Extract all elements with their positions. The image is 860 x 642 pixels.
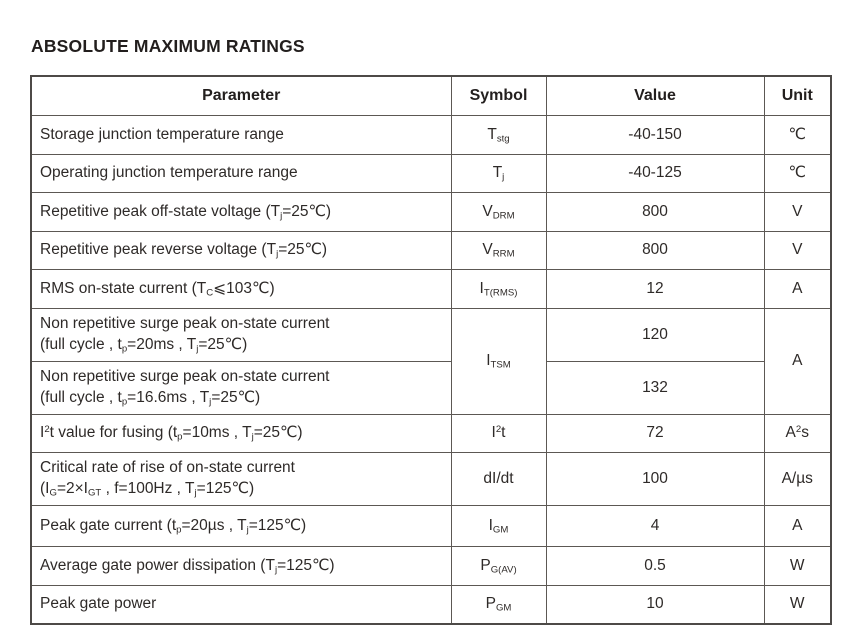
ratings-table: Parameter Symbol Value Unit Storage junc… xyxy=(30,75,832,625)
value-cell: 800 xyxy=(545,231,765,270)
parameter-cell: Operating junction temperature range xyxy=(30,154,452,193)
parameter-cell: Peak gate power xyxy=(30,585,452,625)
unit-cell: V xyxy=(763,231,832,270)
parameter-cell: Repetitive peak off-state voltage (Tj=25… xyxy=(30,192,452,232)
value-cell: 120 xyxy=(545,308,765,362)
header-unit: Unit xyxy=(763,75,832,116)
symbol-cell: IGM xyxy=(450,505,547,547)
value-cell: 4 xyxy=(545,505,765,547)
table-row: Average gate power dissipation (Tj=125℃)… xyxy=(30,546,832,586)
parameter-cell: Storage junction temperature range xyxy=(30,115,452,155)
symbol-cell: VRRM xyxy=(450,231,547,270)
unit-cell: A xyxy=(763,308,832,415)
header-row: Parameter Symbol Value Unit xyxy=(30,75,832,116)
value-cell: 0.5 xyxy=(545,546,765,586)
table-row: Peak gate power PGM 10 W xyxy=(30,585,832,625)
unit-cell: ℃ xyxy=(763,115,832,155)
table-row: Operating junction temperature range Tj … xyxy=(30,154,832,193)
value-cell: 132 xyxy=(545,361,765,415)
symbol-cell: PG(AV) xyxy=(450,546,547,586)
value-cell: 12 xyxy=(545,269,765,309)
unit-cell: ℃ xyxy=(763,154,832,193)
table-row: Peak gate current (tp=20µs , Tj=125℃) IG… xyxy=(30,505,832,547)
unit-cell: A xyxy=(763,505,832,547)
table-row: Storage junction temperature range Tstg … xyxy=(30,115,832,155)
header-symbol: Symbol xyxy=(450,75,547,116)
section-title: ABSOLUTE MAXIMUM RATINGS xyxy=(31,36,305,56)
symbol-cell: IT(RMS) xyxy=(450,269,547,309)
header-value: Value xyxy=(545,75,765,116)
parameter-cell: I2t value for fusing (tp=10ms , Tj=25℃) xyxy=(30,414,452,453)
value-cell: 10 xyxy=(545,585,765,625)
unit-cell: A xyxy=(763,269,832,309)
unit-cell: W xyxy=(763,546,832,586)
parameter-cell: Non repetitive surge peak on-state curre… xyxy=(30,308,452,362)
table-row: Repetitive peak reverse voltage (Tj=25℃)… xyxy=(30,231,832,270)
parameter-cell: Average gate power dissipation (Tj=125℃) xyxy=(30,546,452,586)
parameter-cell: Repetitive peak reverse voltage (Tj=25℃) xyxy=(30,231,452,270)
symbol-cell: PGM xyxy=(450,585,547,625)
symbol-cell: ITSM xyxy=(450,308,547,415)
unit-cell: A/µs xyxy=(763,452,832,506)
symbol-cell: Tj xyxy=(450,154,547,193)
value-cell: 72 xyxy=(545,414,765,453)
symbol-cell: VDRM xyxy=(450,192,547,232)
table-row: Repetitive peak off-state voltage (Tj=25… xyxy=(30,192,832,232)
parameter-cell: RMS on-state current (TC⩽103℃) xyxy=(30,269,452,309)
symbol-cell: I2t xyxy=(450,414,547,453)
symbol-cell: Tstg xyxy=(450,115,547,155)
table-row: Non repetitive surge peak on-state curre… xyxy=(30,361,831,415)
table-row: I2t value for fusing (tp=10ms , Tj=25℃) … xyxy=(30,414,832,453)
parameter-cell: Non repetitive surge peak on-state curre… xyxy=(30,361,452,415)
symbol-cell: dI/dt xyxy=(450,452,547,506)
table-row: RMS on-state current (TC⩽103℃) IT(RMS) 1… xyxy=(30,269,832,309)
value-cell: -40-125 xyxy=(545,154,765,193)
unit-cell: A2s xyxy=(763,414,832,453)
parameter-cell: Critical rate of rise of on-state curren… xyxy=(30,452,452,506)
header-parameter: Parameter xyxy=(30,75,452,116)
table-row: Critical rate of rise of on-state curren… xyxy=(30,452,832,506)
unit-cell: V xyxy=(763,192,832,232)
value-cell: 800 xyxy=(545,192,765,232)
value-cell: 100 xyxy=(545,452,765,506)
parameter-cell: Peak gate current (tp=20µs , Tj=125℃) xyxy=(30,505,452,547)
value-cell: -40-150 xyxy=(545,115,765,155)
unit-cell: W xyxy=(763,585,832,625)
table-row: Non repetitive surge peak on-state curre… xyxy=(30,308,832,415)
